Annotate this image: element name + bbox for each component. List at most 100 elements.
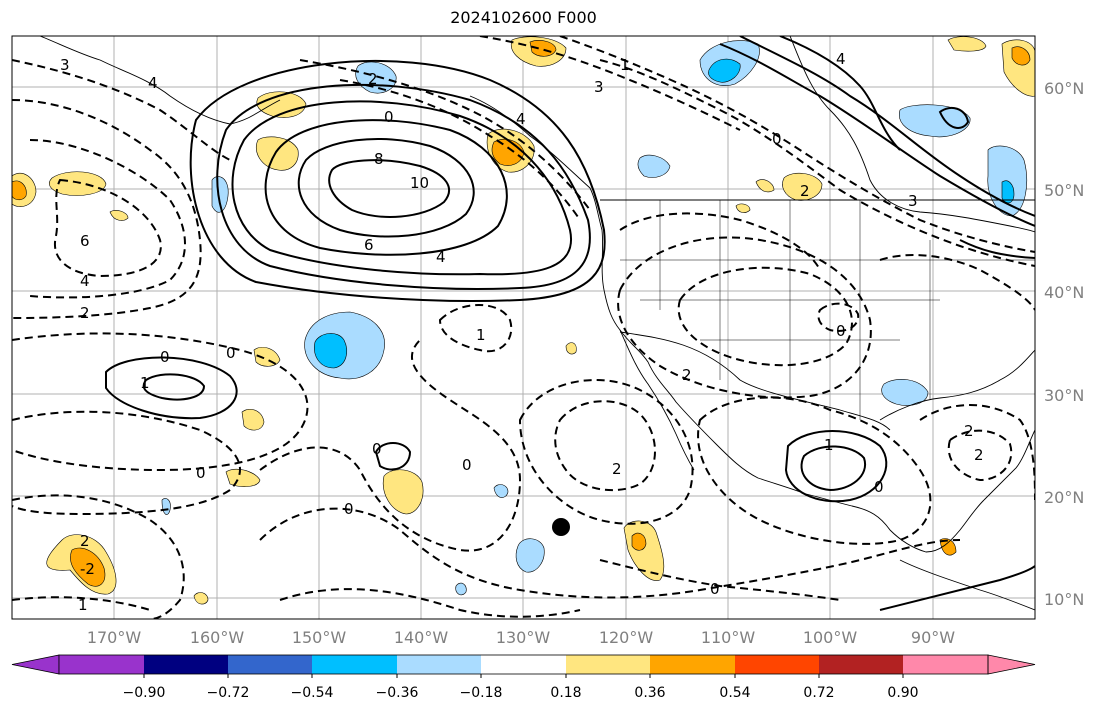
lon-label-90w: 90°W [911, 628, 955, 647]
strong-negative-anomaly-patch [708, 58, 741, 83]
map-plot-area: 3 4 0 2 4 8 10 6 4 6 4 2 1 0 0 1 0 0 0 0… [12, 36, 1035, 619]
dashed-contour [12, 596, 151, 611]
colorbar-tick-label: −0.90 [123, 685, 166, 701]
coastlines-and-borders [39, 36, 1035, 611]
contour-east-coast [959, 239, 1035, 259]
contour-label: 1 [824, 436, 834, 454]
contour-label: 2 [612, 460, 622, 478]
colorbar-outline [58, 654, 989, 675]
contour-caribbean [879, 565, 1035, 611]
positive-anomaly-patch [782, 172, 823, 201]
colorbar-tick-label: −0.18 [460, 685, 503, 701]
dashed-contour [438, 304, 513, 353]
coastline-baja [619, 329, 695, 471]
contour-label: 2 [368, 70, 378, 88]
lat-label-10n: 10°N [1044, 590, 1084, 609]
colorbar [11, 654, 1036, 678]
colorbar-tick-label: 0.72 [803, 685, 834, 701]
state-borders [620, 200, 1035, 420]
coastline-aleutians [39, 36, 281, 125]
contour-label: 2 [80, 532, 90, 550]
lon-label-130w: 130°W [496, 628, 551, 647]
colorbar-extend-min [11, 654, 60, 675]
contour-label: 2 [682, 366, 692, 384]
contour-label: 1 [140, 374, 150, 392]
strong-positive-anomaly-patch [631, 532, 647, 551]
lon-label-100w: 100°W [803, 628, 858, 647]
colorbar-segment [228, 655, 312, 674]
colorbar-tick-labels: −0.90 −0.72 −0.54 −0.36 −0.18 0.18 0.36 … [123, 685, 919, 701]
negative-anomaly-patch [211, 176, 229, 213]
coastline-gulf [983, 429, 1035, 501]
negative-anomaly-patch [637, 154, 671, 178]
positive-anomaly-patch [225, 468, 261, 487]
dashed-contour [299, 59, 591, 211]
dashed-contours [12, 36, 1035, 619]
longitude-labels: 170°W 160°W 150°W 140°W 130°W 120°W 110°… [87, 628, 955, 647]
contour-label: 0 [372, 440, 382, 458]
lat-label-60n: 60°N [1044, 79, 1084, 98]
contour-label: 0 [160, 348, 170, 366]
dashed-contour [697, 396, 932, 545]
strong-positive-anomaly-patch [939, 538, 957, 556]
colorbar-segment [903, 655, 988, 674]
positive-anomaly-patch [755, 179, 775, 193]
contour-label: 2 [974, 446, 984, 464]
graticule [12, 36, 1035, 619]
dashed-contour [279, 588, 581, 618]
colorbar-segment [566, 655, 650, 674]
lat-label-50n: 50°N [1044, 181, 1084, 200]
coastline-north-america-pacific [469, 95, 985, 553]
dashed-contour [259, 507, 961, 599]
positive-anomaly-patch [565, 342, 577, 355]
contour-0-gulf-mexico [784, 430, 888, 503]
contour-label: 2 [964, 422, 974, 440]
contour-4 [231, 100, 573, 276]
lon-label-170w: 170°W [87, 628, 142, 647]
lon-label-140w: 140°W [394, 628, 449, 647]
positive-anomaly-patch [253, 347, 281, 367]
dashed-contour [919, 404, 1035, 501]
shaded-anomalies [12, 36, 1035, 605]
hudson-region-coast [789, 36, 1035, 233]
lon-label-150w: 150°W [292, 628, 347, 647]
contour-label: 8 [374, 150, 384, 168]
negative-anomaly-patch [515, 538, 545, 573]
dashed-contour [879, 254, 1035, 311]
contour-0-small [374, 442, 412, 471]
positive-anomaly-patch [382, 469, 424, 515]
contour-1-gulf-mexico [800, 445, 867, 492]
contour-8 [297, 137, 475, 238]
lon-label-160w: 160°W [190, 628, 245, 647]
dashed-contour [617, 236, 872, 399]
contour-label: 0 [462, 456, 472, 474]
dashed-contour [559, 36, 1035, 253]
positive-anomaly-patch [256, 136, 299, 171]
negative-anomaly-patch [899, 104, 971, 138]
colorbar-segment [144, 655, 228, 674]
colorbar-segment [819, 655, 903, 674]
negative-anomaly-patch [455, 582, 467, 596]
negative-anomaly-patch [881, 379, 929, 406]
latitude-labels: 60°N 50°N 40°N 30°N 20°N 10°N [1044, 79, 1084, 609]
contour-label: 1 [476, 326, 486, 344]
colorbar-tick-label: 0.90 [887, 685, 918, 701]
dashed-contour [479, 36, 741, 131]
contour-2 [216, 83, 591, 290]
colorbar-segment [312, 655, 397, 674]
contour-label: 4 [148, 74, 158, 92]
positive-anomaly-patch [193, 592, 209, 605]
dashed-contour [599, 559, 841, 601]
colorbar-tick-label: 0.36 [634, 685, 665, 701]
positive-anomaly-patch [49, 171, 107, 196]
contour-label: 0 [384, 108, 394, 126]
contour-label: 0 [772, 130, 782, 148]
colorbar-tick-label: 0.54 [719, 685, 750, 701]
contour-10 [328, 159, 450, 218]
lat-label-30n: 30°N [1044, 386, 1084, 405]
dashed-contour [677, 266, 853, 367]
contour-label: 4 [836, 50, 846, 68]
solid-contours [105, 36, 1035, 611]
contour-label: 0 [344, 500, 354, 518]
